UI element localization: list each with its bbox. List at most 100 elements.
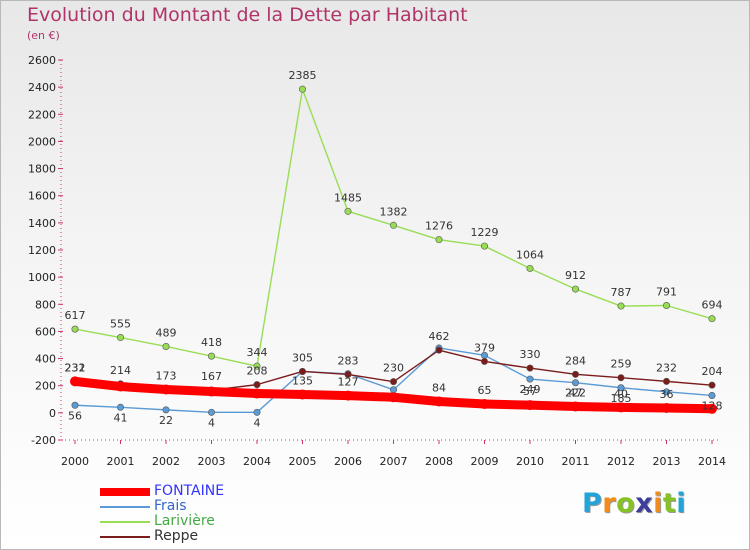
x-tick-label: 2006: [334, 455, 362, 468]
data-label-larivire: 787: [611, 286, 632, 299]
data-point-reppe: [344, 370, 352, 378]
data-point-frais: [208, 408, 216, 416]
data-label-reppe: 230: [383, 362, 404, 375]
data-point-larivire: [708, 315, 716, 323]
y-tick-label: 1600: [28, 190, 56, 203]
data-label-fontaine: 47: [569, 386, 583, 399]
chart-title: Evolution du Montant de la Dette par Hab…: [27, 4, 468, 26]
data-label-reppe: 204: [702, 365, 723, 378]
data-label-fontaine: 57: [523, 385, 537, 398]
data-label-reppe: 283: [338, 354, 359, 367]
data-label-reppe: 232: [656, 361, 677, 374]
data-point-frais: [117, 403, 125, 411]
data-label-fontaine: 36: [660, 388, 674, 401]
data-label-frais: 222: [565, 387, 586, 400]
x-tick-label: 2007: [380, 455, 408, 468]
data-label-larivire: 344: [247, 346, 268, 359]
data-label-reppe: 208: [247, 365, 268, 378]
data-point-frais: [253, 408, 261, 416]
data-point-fontaine: [707, 403, 717, 414]
data-point-fontaine: [206, 386, 217, 397]
data-label-larivire: 489: [156, 326, 177, 339]
data-label-fontaine: 127: [338, 376, 359, 389]
x-tick-label: 2012: [607, 455, 635, 468]
data-label-frais: 22: [159, 414, 173, 427]
legend-item-reppe: Reppe: [100, 529, 300, 544]
y-tick-label: 1000: [28, 271, 56, 284]
logo-letter: r: [602, 488, 617, 519]
data-point-larivire: [253, 362, 261, 370]
legend-label: Larivière: [154, 513, 215, 529]
data-label-larivire: 1276: [425, 220, 453, 233]
legend-swatch: [100, 521, 150, 523]
y-tick-label: 2000: [28, 135, 56, 148]
legend-item-fontaine: FONTAINE: [100, 484, 300, 499]
data-label-fontaine: 84: [432, 381, 446, 394]
data-point-larivire: [480, 242, 488, 250]
data-point-reppe: [571, 370, 579, 378]
data-label-reppe: 173: [156, 369, 177, 382]
x-tick-label: 2009: [471, 455, 499, 468]
y-tick-label: 600: [35, 325, 56, 338]
data-point-fontaine: [616, 402, 626, 413]
data-point-reppe: [389, 378, 397, 386]
x-tick-label: 2008: [425, 455, 453, 468]
data-point-larivire: [117, 334, 125, 342]
data-label-reppe: 305: [292, 351, 313, 364]
data-point-fontaine: [434, 396, 444, 407]
data-point-fontaine: [115, 381, 126, 392]
data-label-reppe: 231: [65, 362, 86, 375]
data-point-frais: [162, 406, 170, 414]
legend-swatch: [100, 488, 150, 496]
y-tick-label: 400: [35, 353, 56, 366]
data-point-larivire: [662, 302, 670, 310]
x-tick-label: 2014: [698, 455, 726, 468]
data-point-fontaine: [479, 399, 490, 410]
data-label-fontaine: 135: [292, 375, 313, 388]
data-label-reppe: 167: [201, 370, 222, 383]
logo-letter: x: [635, 488, 654, 519]
data-point-reppe: [662, 377, 670, 385]
data-point-larivire: [344, 207, 352, 215]
data-point-reppe: [435, 346, 443, 354]
data-label-larivire: 694: [702, 299, 723, 312]
data-label-larivire: 1485: [334, 191, 362, 204]
logo-letter: t: [662, 488, 677, 519]
y-tick-label: 800: [35, 298, 56, 311]
x-tick-label: 2002: [152, 455, 180, 468]
data-label-frais: 4: [254, 416, 261, 429]
data-label-fontaine: 232: [65, 361, 86, 374]
logo-letter: i: [676, 488, 687, 519]
data-point-larivire: [526, 264, 534, 272]
legend-label: Frais: [154, 498, 187, 514]
data-label-frais: 185: [611, 392, 632, 405]
legend-label: Reppe: [154, 528, 199, 544]
data-label-reppe: 379: [474, 341, 495, 354]
y-tick-label: 1200: [28, 244, 56, 257]
x-tick-label: 2013: [653, 455, 681, 468]
data-point-reppe: [253, 381, 261, 389]
legend-label: FONTAINE: [154, 483, 225, 499]
data-point-frais: [571, 379, 579, 387]
data-point-larivire: [389, 221, 397, 229]
data-label-frais: 249: [520, 383, 541, 396]
legend-swatch: [100, 506, 150, 508]
data-point-larivire: [435, 236, 443, 244]
data-label-larivire: 912: [565, 269, 586, 282]
data-label-larivire: 1229: [471, 226, 499, 239]
legend-item-larivire: Larivière: [100, 514, 300, 529]
data-point-reppe: [526, 364, 534, 372]
logo-letter: i: [653, 488, 663, 519]
legend-swatch: [100, 536, 150, 538]
data-point-fontaine: [70, 376, 80, 387]
logo-letter: P: [582, 488, 603, 519]
x-tick-label: 2010: [516, 455, 544, 468]
x-tick-label: 2005: [289, 455, 317, 468]
data-point-reppe: [298, 367, 306, 375]
data-point-larivire: [298, 85, 306, 93]
legend: FONTAINE Frais Larivière Reppe: [100, 484, 300, 544]
x-tick-label: 2004: [243, 455, 271, 468]
data-label-larivire: 1064: [516, 248, 544, 261]
data-point-frais: [389, 386, 397, 394]
